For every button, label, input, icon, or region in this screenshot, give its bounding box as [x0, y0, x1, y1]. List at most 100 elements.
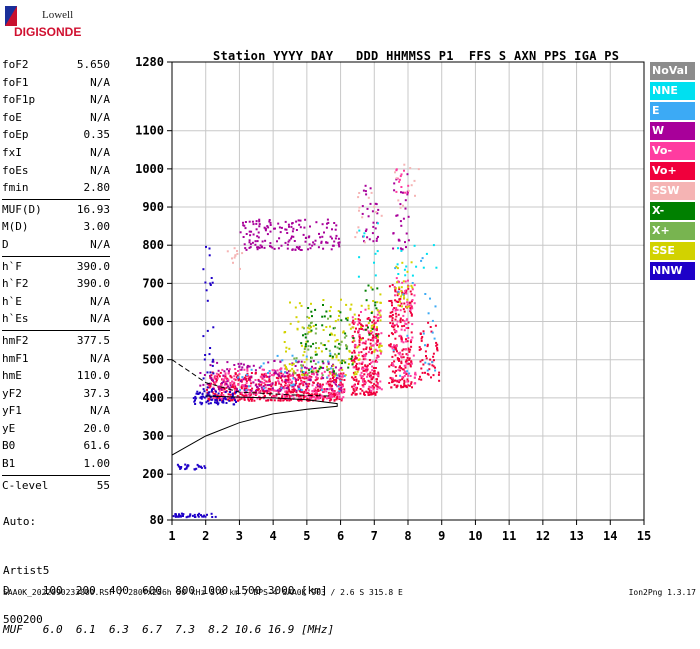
- legend-item-noval: NoVal: [650, 62, 695, 80]
- echo-point: [268, 384, 271, 387]
- echo-point: [372, 324, 375, 327]
- echo-point: [280, 244, 283, 247]
- echo-point: [296, 327, 299, 330]
- echo-point: [327, 221, 330, 224]
- echo-point: [403, 292, 406, 295]
- echo-point: [335, 398, 338, 401]
- echo-point: [432, 352, 435, 355]
- echo-point: [271, 396, 274, 399]
- echo-point: [403, 379, 406, 382]
- echo-point: [402, 348, 405, 351]
- echo-point: [243, 376, 246, 379]
- echo-point: [345, 347, 348, 350]
- echo-point: [252, 223, 255, 226]
- echo-point: [410, 304, 412, 307]
- echo-point: [368, 375, 371, 378]
- echo-point: [391, 362, 394, 365]
- echo-point: [316, 383, 319, 386]
- echo-point: [332, 394, 335, 397]
- echo-point: [332, 381, 335, 384]
- echo-point: [311, 244, 314, 247]
- echo-point: [373, 369, 376, 372]
- echo-point: [280, 372, 283, 375]
- echo-point: [398, 300, 401, 303]
- echo-point: [405, 305, 407, 308]
- echo-point: [343, 391, 345, 393]
- echo-point: [207, 393, 209, 396]
- echo-point: [379, 316, 382, 319]
- echo-point: [391, 381, 393, 384]
- echo-point: [365, 228, 368, 231]
- echo-point: [398, 359, 400, 362]
- echo-point: [336, 395, 339, 398]
- echo-point: [212, 372, 215, 375]
- x-tick-label: 4: [270, 529, 277, 543]
- echo-point: [290, 391, 293, 394]
- echo-point: [315, 393, 318, 396]
- echo-point: [208, 391, 211, 394]
- echo-point: [358, 322, 361, 325]
- echo-point: [317, 390, 320, 392]
- echo-point: [338, 387, 341, 390]
- echo-point: [375, 333, 378, 336]
- echo-point: [264, 375, 267, 378]
- plot-frame: [171, 61, 645, 521]
- echo-point: [301, 391, 304, 394]
- echo-point: [237, 399, 240, 402]
- echo-point: [326, 241, 329, 244]
- echo-point: [238, 396, 241, 399]
- echo-point: [217, 395, 220, 398]
- echo-point: [319, 383, 322, 386]
- echo-point: [221, 387, 224, 390]
- echo-point: [353, 390, 356, 393]
- echo-point: [216, 400, 219, 403]
- echo-point: [251, 396, 254, 399]
- echo-point: [239, 380, 242, 383]
- echo-point: [394, 347, 397, 350]
- echo-point: [224, 396, 227, 399]
- echo-point: [233, 364, 236, 366]
- echo-point: [360, 351, 363, 354]
- echo-point: [240, 368, 243, 371]
- echo-point: [373, 370, 376, 373]
- echo-point: [199, 401, 202, 404]
- echo-point: [328, 378, 331, 381]
- param-value: N/A: [90, 145, 110, 159]
- echo-point: [409, 365, 412, 368]
- echo-point: [281, 375, 284, 378]
- echo-point: [308, 395, 311, 397]
- echo-point: [413, 179, 416, 182]
- echo-point: [427, 362, 430, 365]
- echo-point: [376, 349, 379, 352]
- echo-point: [377, 355, 380, 358]
- echo-point: [222, 401, 225, 404]
- echo-point: [397, 379, 400, 382]
- echo-point: [264, 227, 267, 230]
- echo-point: [375, 336, 378, 339]
- echo-point: [200, 514, 202, 517]
- param-row-yf2: yF2 37.3: [2, 385, 110, 403]
- echo-point: [398, 180, 401, 183]
- echo-point: [328, 355, 331, 358]
- echo-point: [368, 390, 371, 393]
- echo-point: [227, 385, 229, 388]
- echo-point: [288, 381, 291, 384]
- echo-point: [371, 360, 374, 363]
- echo-point: [279, 397, 282, 400]
- echo-point: [323, 231, 325, 234]
- echo-point: [241, 384, 244, 387]
- echo-point: [358, 362, 361, 365]
- echo-point: [379, 387, 381, 390]
- echo-point: [365, 346, 368, 349]
- echo-point: [336, 346, 339, 349]
- echo-point: [223, 397, 226, 399]
- echo-point: [255, 388, 258, 391]
- echo-point: [339, 378, 341, 381]
- echo-point: [261, 381, 263, 384]
- echo-point: [403, 374, 406, 377]
- echo-point: [318, 397, 320, 400]
- echo-point: [397, 292, 400, 295]
- echo-point: [208, 386, 211, 389]
- echo-point: [334, 366, 337, 369]
- echo-point: [377, 339, 379, 342]
